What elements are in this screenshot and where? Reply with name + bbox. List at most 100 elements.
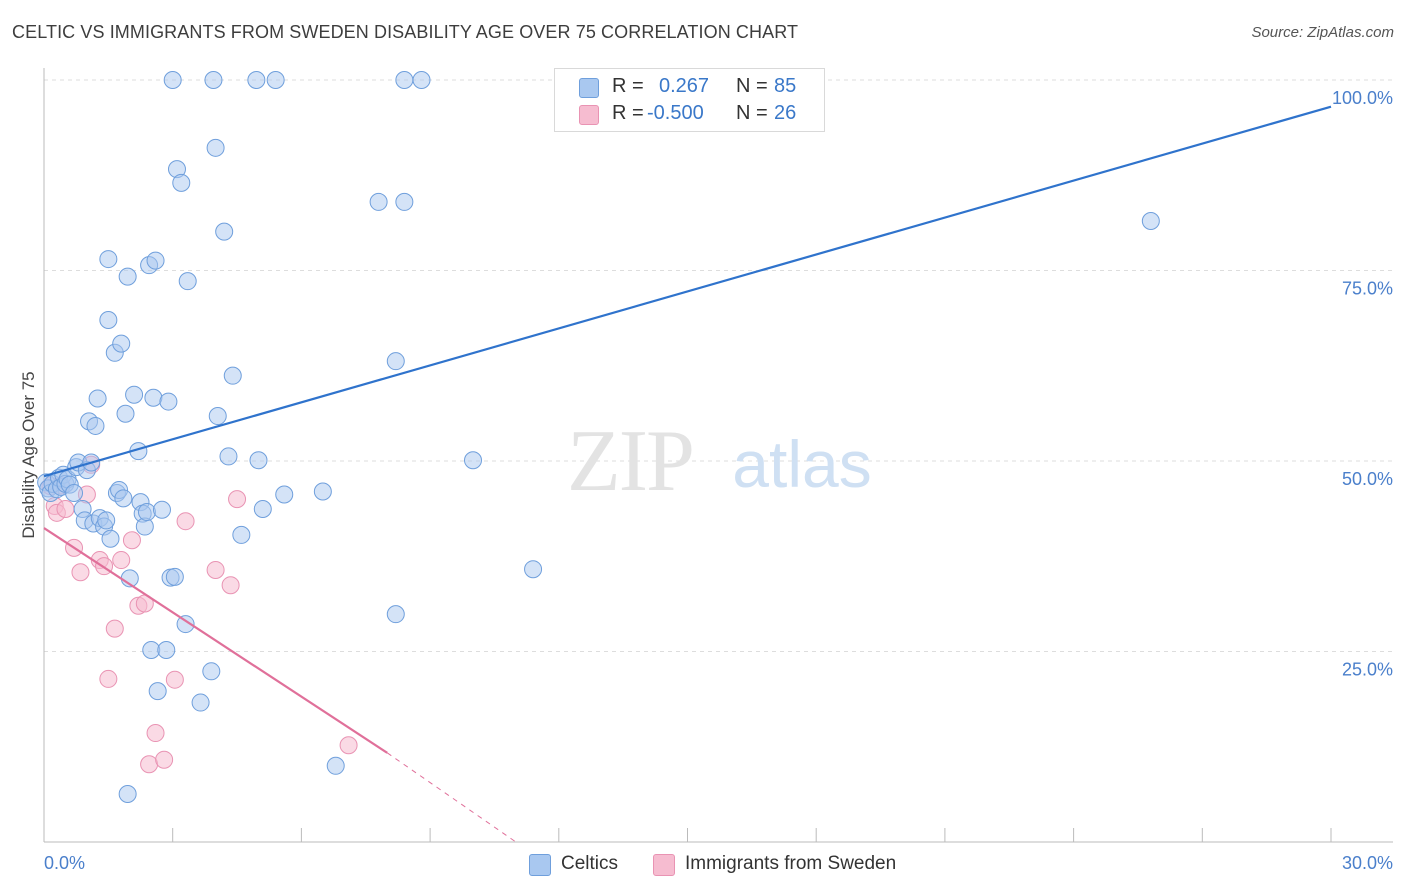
celtics-point (159, 392, 178, 411)
x-tick-label-max: 30.0% (1342, 853, 1393, 873)
celtics-point (176, 615, 195, 634)
celtics-point (172, 173, 191, 192)
y-tick-label: 50.0% (1342, 469, 1393, 489)
sweden-point (122, 531, 141, 550)
correlation-legend: R = 0.267 N = 85 R = -0.500 N = 26 (554, 68, 825, 132)
grid-layer (44, 79, 1393, 652)
celtics-point (148, 682, 167, 701)
legend-swatch-blue (529, 854, 551, 876)
celtics-point (208, 407, 227, 426)
legend-n-value: 85 (774, 75, 797, 97)
watermark-zip: ZIP (567, 413, 693, 510)
celtics-point (191, 693, 210, 712)
celtics-point (101, 529, 120, 548)
celtics-point (206, 138, 225, 157)
watermark: ZIP atlas (567, 413, 872, 510)
y-tick-label: 100.0% (1332, 88, 1393, 108)
celtics-point (86, 416, 105, 435)
legend-n-label: N = (736, 75, 768, 97)
sweden-point (339, 736, 358, 755)
legend-r-value: 0.267 (659, 75, 710, 97)
celtics-point (266, 71, 285, 89)
celtics-point (146, 251, 165, 270)
celtics-point (386, 352, 405, 371)
celtics-point (313, 482, 332, 501)
sweden-point (140, 755, 159, 774)
legend-label-celtics: Celtics (561, 853, 619, 874)
legend-r-label: R = (612, 75, 644, 97)
legend-n-label: N = (736, 102, 768, 124)
celtics-point (253, 500, 272, 519)
celtics-point (88, 389, 107, 408)
celtics-point (112, 334, 131, 353)
sweden-point (206, 560, 225, 579)
sweden-point (56, 500, 75, 519)
y-tick-label: 25.0% (1342, 660, 1393, 680)
sweden-point (99, 669, 118, 688)
celtics-point (125, 385, 144, 404)
legend-r-value: -0.500 (647, 102, 704, 124)
celtics-point (116, 404, 135, 423)
sweden-point (155, 750, 174, 769)
celtics-point (386, 605, 405, 624)
x-tick-label-min: 0.0% (44, 853, 85, 873)
sweden-point (112, 551, 131, 570)
celtics-point (97, 511, 116, 530)
axes-layer: 25.0% 50.0% 75.0% 100.0% (43, 68, 1393, 843)
celtics-point (178, 272, 197, 291)
celtics-point (247, 71, 266, 89)
celtics-point (144, 388, 163, 407)
celtics-point (369, 192, 388, 211)
celtics-point (275, 485, 294, 504)
celtics-point (223, 366, 242, 385)
celtics-point (1141, 211, 1160, 230)
celtics-point (395, 192, 414, 211)
celtics-point (202, 662, 221, 681)
source-label: Source: ZipAtlas.com (1251, 24, 1394, 41)
y-tick-label: 75.0% (1342, 279, 1393, 299)
sweden-point (146, 724, 165, 743)
celtics-point (204, 71, 223, 89)
sweden-point (176, 512, 195, 531)
celtics-point (326, 756, 345, 775)
legend-label-sweden: Immigrants from Sweden (685, 853, 897, 874)
celtics-point (464, 451, 482, 470)
celtics-point (412, 71, 431, 89)
celtics-point (142, 640, 161, 659)
celtics-point (99, 311, 118, 330)
celtics-point (152, 500, 171, 519)
legend-n-value: 26 (774, 102, 797, 124)
chart-title: CELTIC VS IMMIGRANTS FROM SWEDEN DISABIL… (12, 22, 799, 42)
watermark-atlas: atlas (732, 427, 871, 501)
legend-swatch-blue (579, 78, 599, 98)
celtics-point (219, 447, 238, 466)
celtics-point (524, 560, 543, 579)
legend-swatch-pink (579, 105, 599, 125)
sweden-point (221, 576, 240, 595)
celtics-point (137, 503, 156, 522)
celtics-point (215, 222, 234, 241)
legend-swatch-pink (653, 854, 675, 876)
celtics-point (118, 784, 137, 803)
sweden-point (71, 563, 90, 582)
celtics-point (114, 489, 133, 508)
trend-lines-layer (43, 105, 1332, 843)
legend-r-label: R = (612, 102, 644, 124)
celtics-point (249, 451, 268, 470)
celtics-point (395, 71, 414, 89)
celtics-point (65, 484, 84, 503)
celtics-point (232, 525, 251, 544)
celtics-point (99, 250, 118, 269)
celtics-point (165, 567, 184, 586)
sweden-point (165, 670, 184, 689)
celtics-trend-line (43, 105, 1332, 478)
celtics-point (163, 71, 182, 89)
sweden-trend-extension (386, 752, 517, 843)
y-axis-label: Disability Age Over 75 (19, 371, 38, 538)
celtics-point (118, 267, 137, 286)
sweden-point (228, 490, 247, 509)
celtics-point (157, 640, 176, 659)
sweden-trend-line (43, 527, 388, 754)
sweden-point (105, 619, 124, 638)
